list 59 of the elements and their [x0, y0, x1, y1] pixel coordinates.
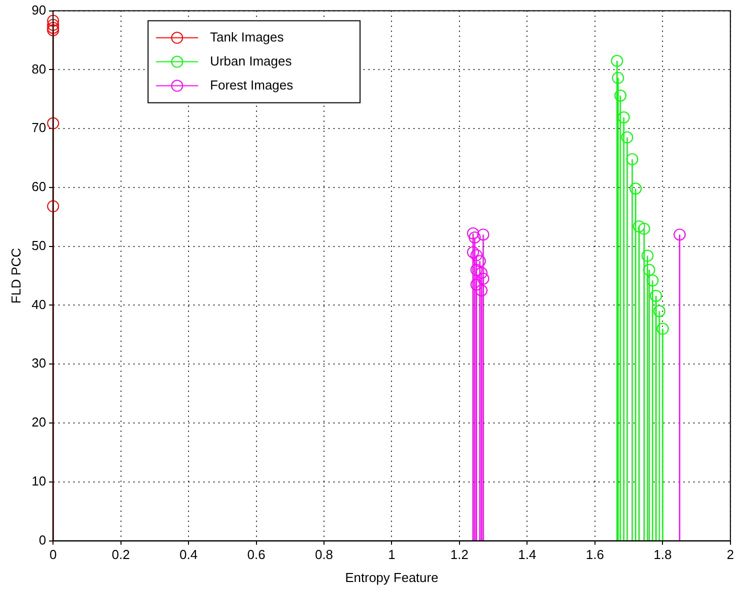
point [612, 72, 624, 84]
y-tick-label: 70 [32, 120, 46, 136]
point [477, 228, 490, 241]
point [477, 272, 490, 285]
point [47, 24, 60, 36]
x-tick-label: 0.2 [112, 547, 130, 562]
legend-label: Tank Images [210, 29, 284, 44]
y-tick-label: 50 [32, 238, 46, 253]
x-tick-label: 1.4 [518, 547, 536, 562]
point [641, 250, 654, 262]
y-tick-label: 30 [32, 356, 46, 371]
point [650, 290, 662, 302]
point [474, 255, 486, 268]
legend-label: Urban Images [210, 53, 292, 68]
point [632, 220, 645, 232]
point [47, 14, 60, 27]
point [656, 322, 669, 335]
point [630, 182, 642, 195]
x-tick-label: 1 [388, 547, 396, 562]
point [47, 117, 60, 130]
point [467, 246, 479, 258]
y-tick-label: 60 [32, 179, 46, 194]
x-tick-label: 1.8 [654, 547, 672, 562]
point [47, 200, 60, 212]
point [621, 131, 634, 144]
point [646, 274, 658, 287]
x-tick-label: 0.6 [247, 547, 266, 562]
point [618, 111, 630, 124]
point [470, 249, 482, 262]
y-tick-label: 20 [32, 414, 46, 430]
y-tick-label: 10 [32, 473, 46, 488]
y-tick-label: 0 [38, 532, 46, 548]
x-tick-label: 0.4 [179, 547, 198, 562]
point [470, 264, 482, 276]
legend-label: Forest Images [210, 77, 294, 92]
point [626, 153, 638, 166]
y-axis-title: FLD PCC [8, 248, 24, 304]
y-tick-label: 40 [32, 296, 46, 312]
point [674, 228, 686, 241]
point [475, 266, 488, 279]
point [47, 22, 60, 34]
y-tick-label: 90 [32, 2, 46, 18]
x-tick-label: 1.6 [586, 547, 604, 562]
x-tick-label: 0 [49, 547, 57, 562]
point [614, 90, 626, 102]
point [468, 232, 481, 244]
point [653, 305, 666, 318]
point [467, 227, 479, 240]
point [610, 54, 623, 67]
point [638, 222, 650, 235]
point [47, 18, 60, 31]
x-axis-title: Entropy Feature [345, 570, 438, 585]
point [643, 264, 656, 276]
point [475, 284, 488, 297]
point [470, 278, 482, 291]
x-tick-label: 1.2 [450, 547, 468, 562]
x-tick-label: 0.8 [314, 547, 334, 562]
x-tick-label: 2 [726, 547, 734, 562]
y-tick-label: 80 [32, 61, 46, 76]
